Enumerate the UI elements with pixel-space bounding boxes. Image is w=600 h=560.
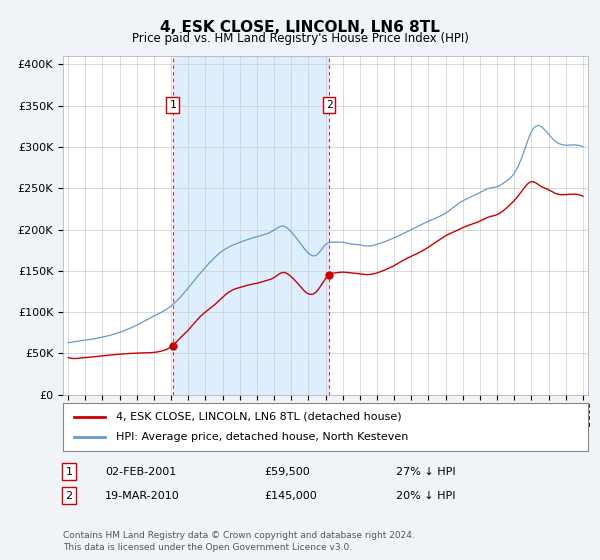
Text: £59,500: £59,500 — [264, 466, 310, 477]
Text: 4, ESK CLOSE, LINCOLN, LN6 8TL: 4, ESK CLOSE, LINCOLN, LN6 8TL — [160, 20, 440, 35]
Bar — [173, 56, 329, 395]
Text: 1: 1 — [169, 100, 176, 110]
Text: Contains HM Land Registry data © Crown copyright and database right 2024.
This d: Contains HM Land Registry data © Crown c… — [63, 531, 415, 552]
Text: 19-MAR-2010: 19-MAR-2010 — [105, 491, 180, 501]
Text: 1: 1 — [65, 466, 73, 477]
Text: 27% ↓ HPI: 27% ↓ HPI — [396, 466, 455, 477]
Text: 2: 2 — [326, 100, 332, 110]
Text: 2: 2 — [65, 491, 73, 501]
Text: Price paid vs. HM Land Registry's House Price Index (HPI): Price paid vs. HM Land Registry's House … — [131, 32, 469, 45]
Text: £145,000: £145,000 — [264, 491, 317, 501]
Text: HPI: Average price, detached house, North Kesteven: HPI: Average price, detached house, Nort… — [115, 432, 408, 442]
Text: 20% ↓ HPI: 20% ↓ HPI — [396, 491, 455, 501]
Text: 02-FEB-2001: 02-FEB-2001 — [105, 466, 176, 477]
Text: 4, ESK CLOSE, LINCOLN, LN6 8TL (detached house): 4, ESK CLOSE, LINCOLN, LN6 8TL (detached… — [115, 412, 401, 422]
